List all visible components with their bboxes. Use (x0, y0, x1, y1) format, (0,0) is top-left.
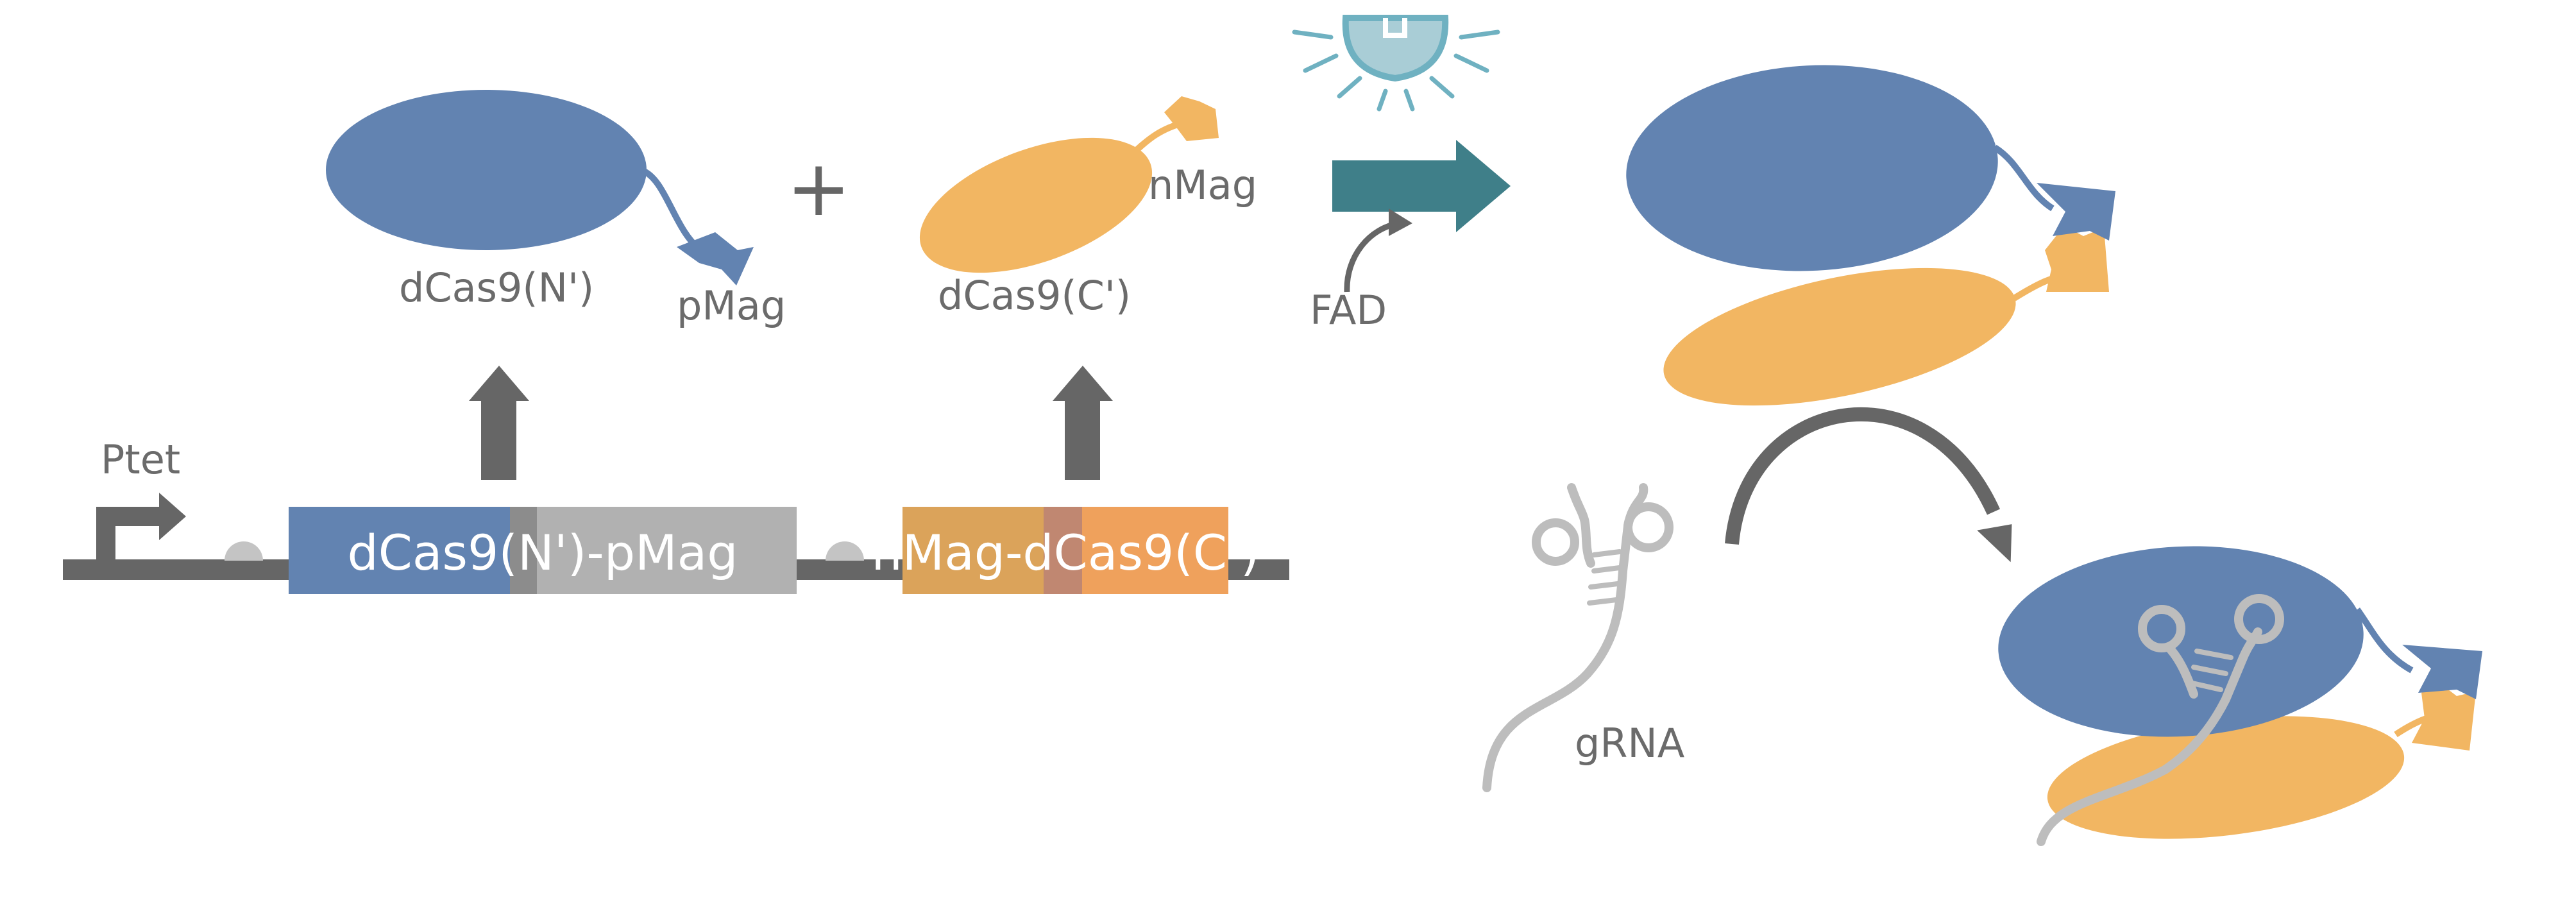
promoter-arrow-icon (96, 493, 186, 568)
nmag-tag-active (2412, 681, 2476, 751)
pmag-tag (677, 232, 754, 285)
expression-arrow-1 (469, 366, 529, 480)
bound-grna-icon (2037, 594, 2284, 846)
promoter-label: Ptet (101, 436, 180, 483)
construct-2-label: nMag-dCas9(C') (871, 524, 1259, 581)
construct-1-label: dCas9(N')-pMag (348, 524, 738, 581)
nmag-label: nMag (1148, 162, 1257, 208)
protein-dcas9c (919, 96, 1219, 273)
construct-dcas9n-pmag: dCas9(N')-pMag (289, 507, 797, 594)
pmag-tag-active (2402, 645, 2482, 699)
dimerized-complex (1626, 65, 2115, 406)
grna-label: gRNA (1575, 720, 1684, 767)
dcas9c-label: dCas9(C') (938, 272, 1131, 319)
activation-arrow (1332, 140, 1511, 232)
nmag-tag-bound (2045, 226, 2109, 292)
fad-label: FAD (1310, 287, 1387, 334)
plus-sign: + (786, 144, 851, 234)
pmag-label: pMag (677, 282, 786, 329)
active-complex (1998, 546, 2482, 846)
terminator-2-icon (826, 541, 864, 561)
pmag-tag-bound (2037, 183, 2115, 241)
protein-dcas9n (326, 90, 754, 285)
binding-arrow (1725, 407, 2012, 563)
nmag-tag (1164, 96, 1219, 141)
fad-cofactor-arrow (1344, 208, 1412, 293)
dna-construct: Ptet dCas9(N')-pMag nMag-dCas9(C') (63, 366, 1289, 594)
expression-arrow-2 (1053, 366, 1113, 480)
light-bulb-icon (1292, 15, 1500, 112)
terminator-1-icon (225, 541, 263, 561)
construct-nmag-dcas9c: nMag-dCas9(C') (871, 507, 1260, 594)
guide-rna-icon (1482, 483, 1674, 792)
dcas9n-label: dCas9(N') (399, 264, 594, 311)
